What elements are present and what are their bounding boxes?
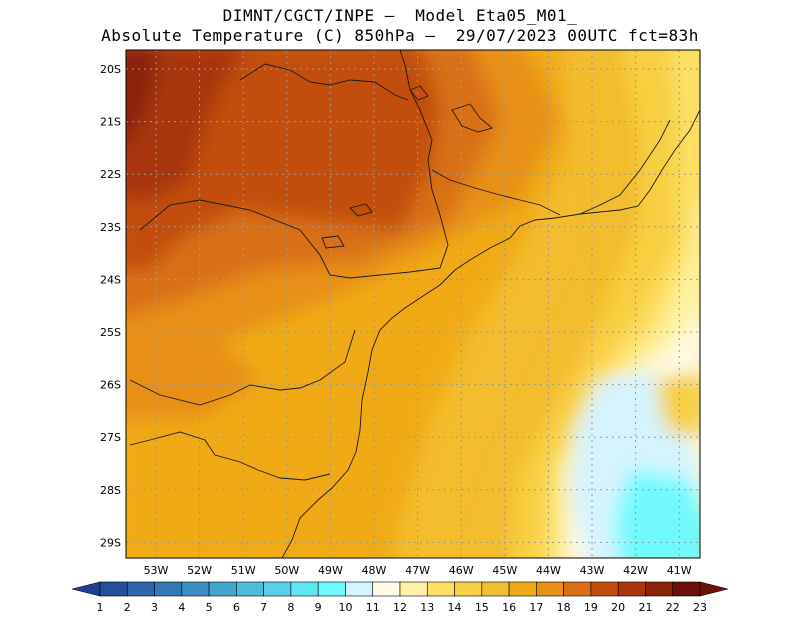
lon-tick-label: 45W <box>492 564 517 577</box>
colorbar-swatch <box>317 581 346 597</box>
lon-tick-label: 52W <box>187 564 212 577</box>
lon-tick-label: 43W <box>580 564 605 577</box>
lat-tick-label: 24S <box>100 273 121 286</box>
colorbar-swatch <box>126 581 155 597</box>
colorbar-swatch <box>236 581 264 597</box>
colorbar-label: 19 <box>584 601 598 614</box>
colorbar-swatch <box>563 581 592 597</box>
colorbar-label: 2 <box>124 601 131 614</box>
colorbar-label: 4 <box>178 601 185 614</box>
colorbar-swatch <box>481 581 510 597</box>
colorbar-label: 18 <box>557 601 571 614</box>
lon-tick-label: 42W <box>623 564 648 577</box>
lon-tick-label: 50W <box>274 564 299 577</box>
colorbar-swatch <box>645 581 674 597</box>
lat-tick-label: 21S <box>100 116 121 129</box>
colorbar-swatch <box>208 581 237 597</box>
lon-tick-label: 51W <box>231 564 256 577</box>
colorbar-swatch <box>617 581 646 597</box>
colorbar-label: 5 <box>206 601 213 614</box>
colorbar-label: 9 <box>315 601 322 614</box>
colorbar-label: 13 <box>420 601 434 614</box>
colorbar-swatch <box>181 581 210 597</box>
colorbar-label: 7 <box>260 601 267 614</box>
plot-frame <box>125 49 701 559</box>
latitude-labels: 20S 21S 22S 23S 24S 25S 26S 27S 28S 29S <box>100 63 121 549</box>
colorbar-label: 14 <box>448 601 462 614</box>
lon-tick-label: 44W <box>536 564 561 577</box>
longitude-labels: 53W 52W 51W 50W 49W 48W 47W 46W 45W 44W 43W 42W 41W <box>144 564 692 577</box>
colorbar-swatch <box>426 581 455 597</box>
colorbar-swatch <box>590 581 619 597</box>
lat-tick-label: 25S <box>100 326 121 339</box>
lon-tick-label: 41W <box>667 564 692 577</box>
colorbar-label: 15 <box>475 601 489 614</box>
colorbar-label: 20 <box>611 601 625 614</box>
colorbar-high-arrow <box>699 581 729 597</box>
colorbar-swatch <box>672 581 701 597</box>
colorbar-swatch <box>372 581 401 597</box>
colorbar <box>71 581 729 597</box>
graticule <box>126 50 700 558</box>
colorbar-swatch <box>536 581 564 597</box>
colorbar-swatch <box>454 581 483 597</box>
boundaries <box>129 50 700 558</box>
colorbar-label: 21 <box>638 601 652 614</box>
colorbar-label: 17 <box>529 601 543 614</box>
colorbar-swatch <box>99 581 128 597</box>
colorbar-swatch <box>399 581 428 597</box>
colorbar-label: 8 <box>287 601 294 614</box>
chart-title-line-1: DIMNT/CGCT/INPE – Model Eta05_M01_ <box>222 6 578 25</box>
colorbar-label: 16 <box>502 601 516 614</box>
lat-tick-label: 27S <box>100 431 121 444</box>
lat-tick-label: 29S <box>100 536 121 549</box>
colorbar-swatch <box>154 581 183 597</box>
lon-tick-label: 46W <box>449 564 474 577</box>
lat-tick-label: 23S <box>100 221 121 234</box>
colorbar-label: 22 <box>666 601 680 614</box>
colorbar-label: 3 <box>151 601 158 614</box>
chart-title-line-2: Absolute Temperature (C) 850hPa – 29/07/… <box>101 26 699 45</box>
colorbar-label: 23 <box>693 601 707 614</box>
colorbar-label: 12 <box>393 601 407 614</box>
colorbar-low-arrow <box>71 581 101 597</box>
colorbar-label: 11 <box>366 601 380 614</box>
colorbar-label: 10 <box>338 601 352 614</box>
colorbar-labels: 1 2 3 4 5 6 7 8 9 10 11 12 13 14 15 16 17 18 19 20 21 22 23 <box>97 601 708 614</box>
lat-tick-label: 26S <box>100 379 121 392</box>
colorbar-label: 6 <box>233 601 240 614</box>
lat-tick-label: 28S <box>100 484 121 497</box>
lat-tick-label: 20S <box>100 63 121 76</box>
lon-tick-label: 47W <box>405 564 430 577</box>
lat-tick-label: 22S <box>100 168 121 181</box>
colorbar-swatch <box>290 581 319 597</box>
colorbar-swatch <box>345 581 374 597</box>
colorbar-label: 1 <box>97 601 104 614</box>
lon-tick-label: 49W <box>318 564 343 577</box>
lon-tick-label: 48W <box>362 564 387 577</box>
lon-tick-label: 53W <box>144 564 169 577</box>
colorbar-swatch <box>263 581 292 597</box>
colorbar-swatch <box>508 581 537 597</box>
